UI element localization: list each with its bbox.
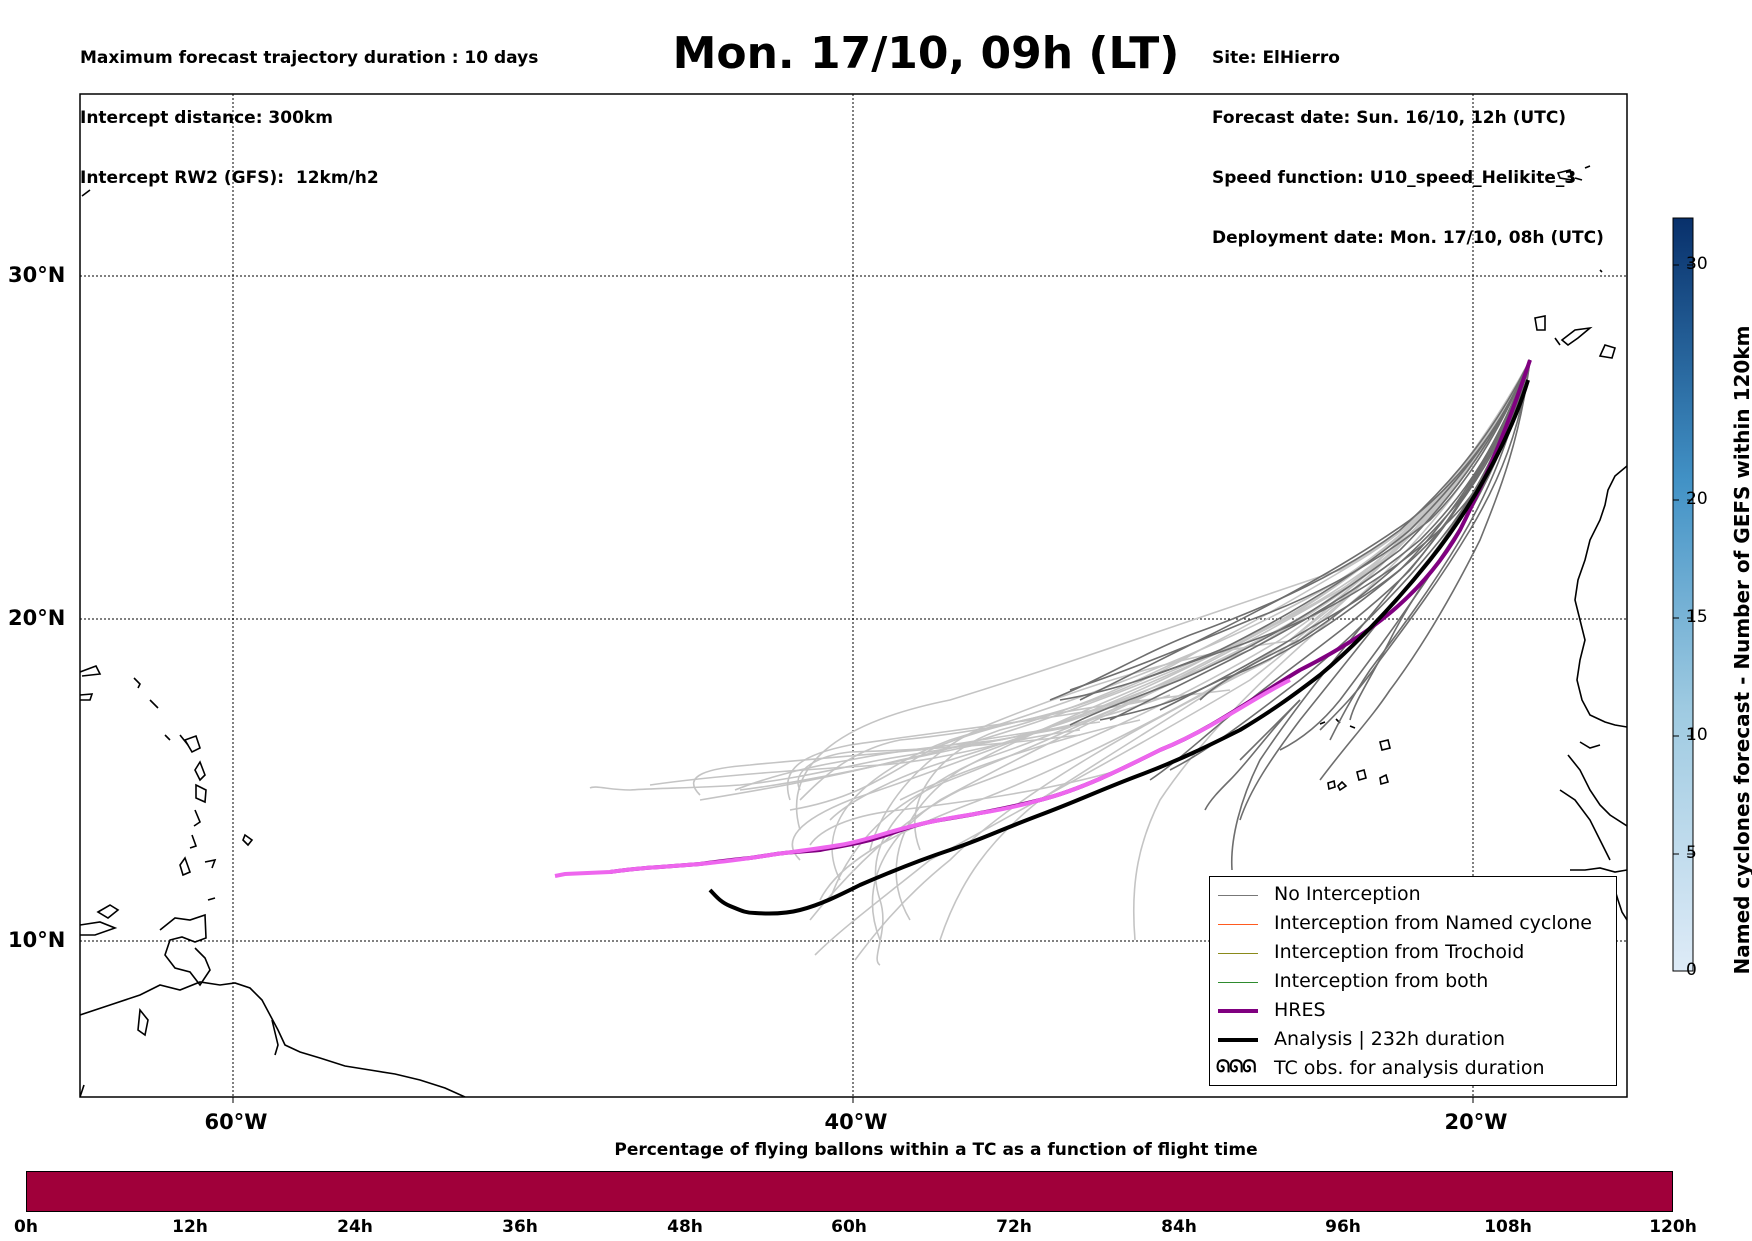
max-duration-text: Maximum forecast trajectory duration : 1… xyxy=(80,48,539,68)
legend-label: HRES xyxy=(1274,999,1326,1021)
colorbar-tick-10: 10 xyxy=(1686,725,1708,745)
pct-tick-108h: 108h xyxy=(1484,1217,1532,1237)
colorbar-tick-15: 15 xyxy=(1686,607,1708,627)
legend-swatch xyxy=(1218,1038,1258,1042)
pct-tick-96h: 96h xyxy=(1325,1217,1361,1237)
colorbar-tick-5: 5 xyxy=(1686,843,1697,863)
analysis-trajectory xyxy=(708,379,1530,916)
percentage-bar-title: Percentage of flying ballons within a TC… xyxy=(614,1140,1258,1160)
pct-tick-48h: 48h xyxy=(667,1217,703,1237)
colorbar-tick-0: 0 xyxy=(1686,960,1697,980)
legend-item-trochoid: Interception from Trochoid xyxy=(1210,939,1616,968)
legend-label: TC obs. for analysis duration xyxy=(1274,1057,1545,1079)
colorbar-tick-30: 30 xyxy=(1686,254,1708,274)
pct-tick-60h: 60h xyxy=(831,1217,867,1237)
legend-label: Analysis | 232h duration xyxy=(1274,1028,1506,1050)
deployment-date-text: Deployment date: Mon. 17/10, 08h (UTC) xyxy=(1212,228,1604,248)
legend-swatch xyxy=(1218,895,1258,896)
hres-trajectory-late xyxy=(554,678,1291,878)
forecast-date-text: Forecast date: Sun. 16/10, 12h (UTC) xyxy=(1212,108,1567,128)
pct-tick-120h: 120h xyxy=(1649,1217,1697,1237)
header-right-info: Site: ElHierro Forecast date: Sun. 16/10… xyxy=(1212,8,1604,268)
legend-swatch xyxy=(1218,953,1258,954)
legend-item-both: Interception from both xyxy=(1210,968,1616,997)
colorbar-ticks xyxy=(1673,264,1693,972)
header-left-info: Maximum forecast trajectory duration : 1… xyxy=(80,8,538,208)
pct-tick-36h: 36h xyxy=(502,1217,538,1237)
colorbar-tick-20: 20 xyxy=(1686,489,1708,509)
lat-label-20n: 20°N xyxy=(8,606,66,630)
lat-label-30n: 30°N xyxy=(8,263,66,287)
legend-item-named-cyclone: Interception from Named cyclone xyxy=(1210,910,1616,939)
legend-swatch xyxy=(1218,982,1258,983)
intercept-distance-text: Intercept distance: 300km xyxy=(80,108,333,128)
page-title: Mon. 17/10, 09h (LT) xyxy=(672,28,1180,79)
cyclone-colorbar xyxy=(1672,217,1694,972)
colorbar-label: Named cyclones forecast - Number of GEFS… xyxy=(1730,325,1752,975)
legend-item-analysis: Analysis | 232h duration xyxy=(1210,1026,1616,1055)
legend-label: Interception from both xyxy=(1274,970,1489,992)
legend-item-no-interception: No Interception xyxy=(1210,881,1616,910)
tc-symbol-icon: ᘏᘏᘏ xyxy=(1216,1057,1256,1077)
legend-label: Interception from Trochoid xyxy=(1274,941,1525,963)
speed-function-text: Speed function: U10_speed_Helikite_3 xyxy=(1212,168,1577,188)
pct-tick-24h: 24h xyxy=(337,1217,373,1237)
legend-swatch xyxy=(1218,924,1258,925)
pct-tick-0h: 0h xyxy=(14,1217,38,1237)
pct-tick-72h: 72h xyxy=(996,1217,1032,1237)
legend-item-hres: HRES xyxy=(1210,997,1616,1026)
legend: No Interception Interception from Named … xyxy=(1209,876,1617,1086)
coastlines xyxy=(80,165,1627,1097)
legend-label: No Interception xyxy=(1274,883,1421,905)
legend-swatch xyxy=(1218,1009,1258,1013)
ensemble-trajectories-light xyxy=(699,359,1531,966)
legend-label: Interception from Named cyclone xyxy=(1274,912,1592,934)
intercept-rw2-text: Intercept RW2 (GFS): 12km/h2 xyxy=(80,168,379,188)
legend-item-tc-obs: ᘏᘏᘏ TC obs. for analysis duration xyxy=(1210,1055,1616,1084)
percentage-bar-fill xyxy=(27,1172,1672,1211)
ensemble-trajectories-western xyxy=(589,639,1241,846)
lat-label-10n: 10°N xyxy=(8,928,66,952)
percentage-bar xyxy=(26,1171,1673,1212)
axis-ticks xyxy=(232,1097,1474,1103)
pct-tick-84h: 84h xyxy=(1161,1217,1197,1237)
pct-tick-12h: 12h xyxy=(172,1217,208,1237)
lon-label-20w: 20°W xyxy=(1444,1110,1508,1134)
site-text: Site: ElHierro xyxy=(1212,48,1340,68)
lon-label-60w: 60°W xyxy=(204,1110,268,1134)
lon-label-40w: 40°W xyxy=(824,1110,888,1134)
